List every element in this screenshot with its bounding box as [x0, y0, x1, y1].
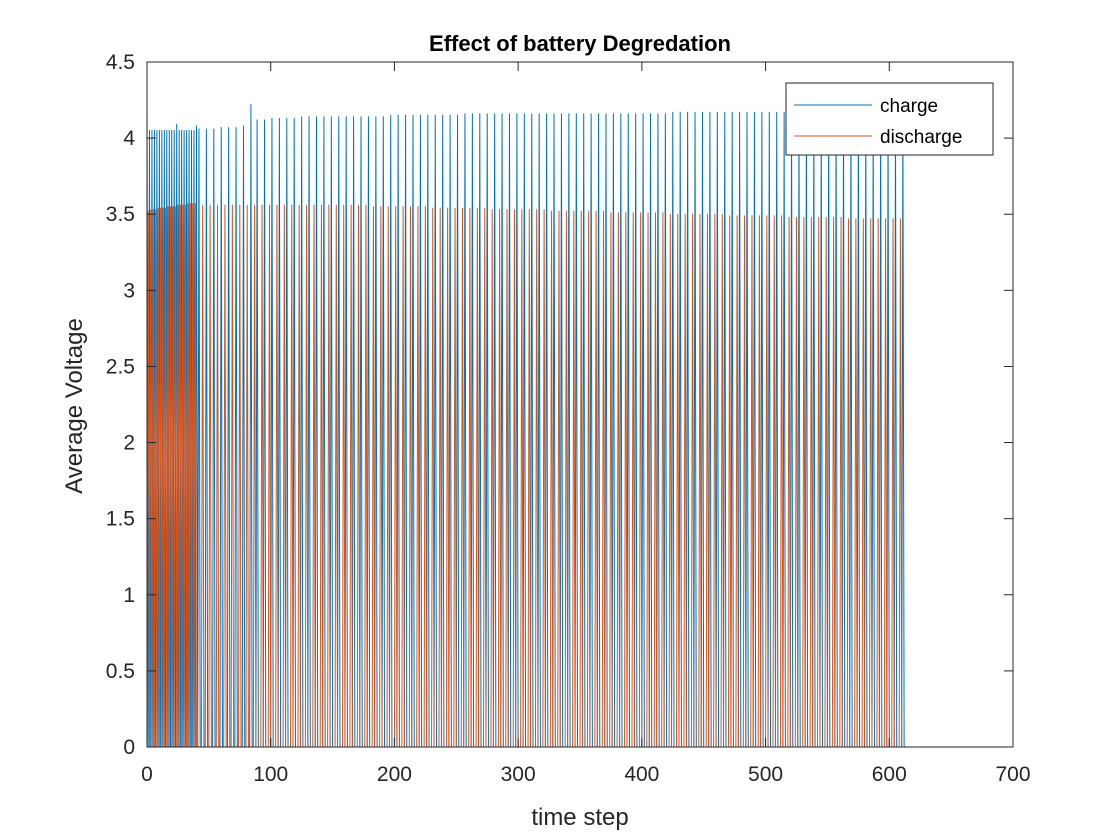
chart-title: Effect of battery Degredation: [429, 31, 731, 56]
x-tick-label: 500: [748, 763, 783, 786]
x-tick-label: 600: [872, 763, 907, 786]
legend-label: discharge: [880, 127, 962, 148]
x-tick-label: 100: [253, 763, 288, 786]
x-axis-label: time step: [531, 804, 628, 831]
y-tick-label: 3: [123, 279, 135, 302]
legend: charge discharge: [786, 83, 993, 155]
y-tick-label: 1.5: [106, 508, 135, 531]
y-tick-label: 0.5: [106, 660, 135, 683]
y-tick-label: 2.5: [106, 355, 135, 378]
y-tick-label: 2: [123, 432, 135, 455]
y-axis-label: Average Voltage: [61, 318, 88, 494]
x-tick-label: 0: [141, 763, 153, 786]
x-tick-label: 200: [377, 763, 412, 786]
y-tick-label: 1: [123, 584, 135, 607]
y-tick-label: 4: [123, 127, 135, 150]
legend-label: charge: [880, 96, 938, 117]
x-tick-label: 300: [501, 763, 536, 786]
x-tick-label: 700: [995, 763, 1030, 786]
y-tick-label: 0: [123, 736, 135, 759]
x-tick-label: 400: [624, 763, 659, 786]
y-tick-label: 3.5: [106, 203, 135, 226]
y-tick-label: 4.5: [106, 51, 135, 74]
